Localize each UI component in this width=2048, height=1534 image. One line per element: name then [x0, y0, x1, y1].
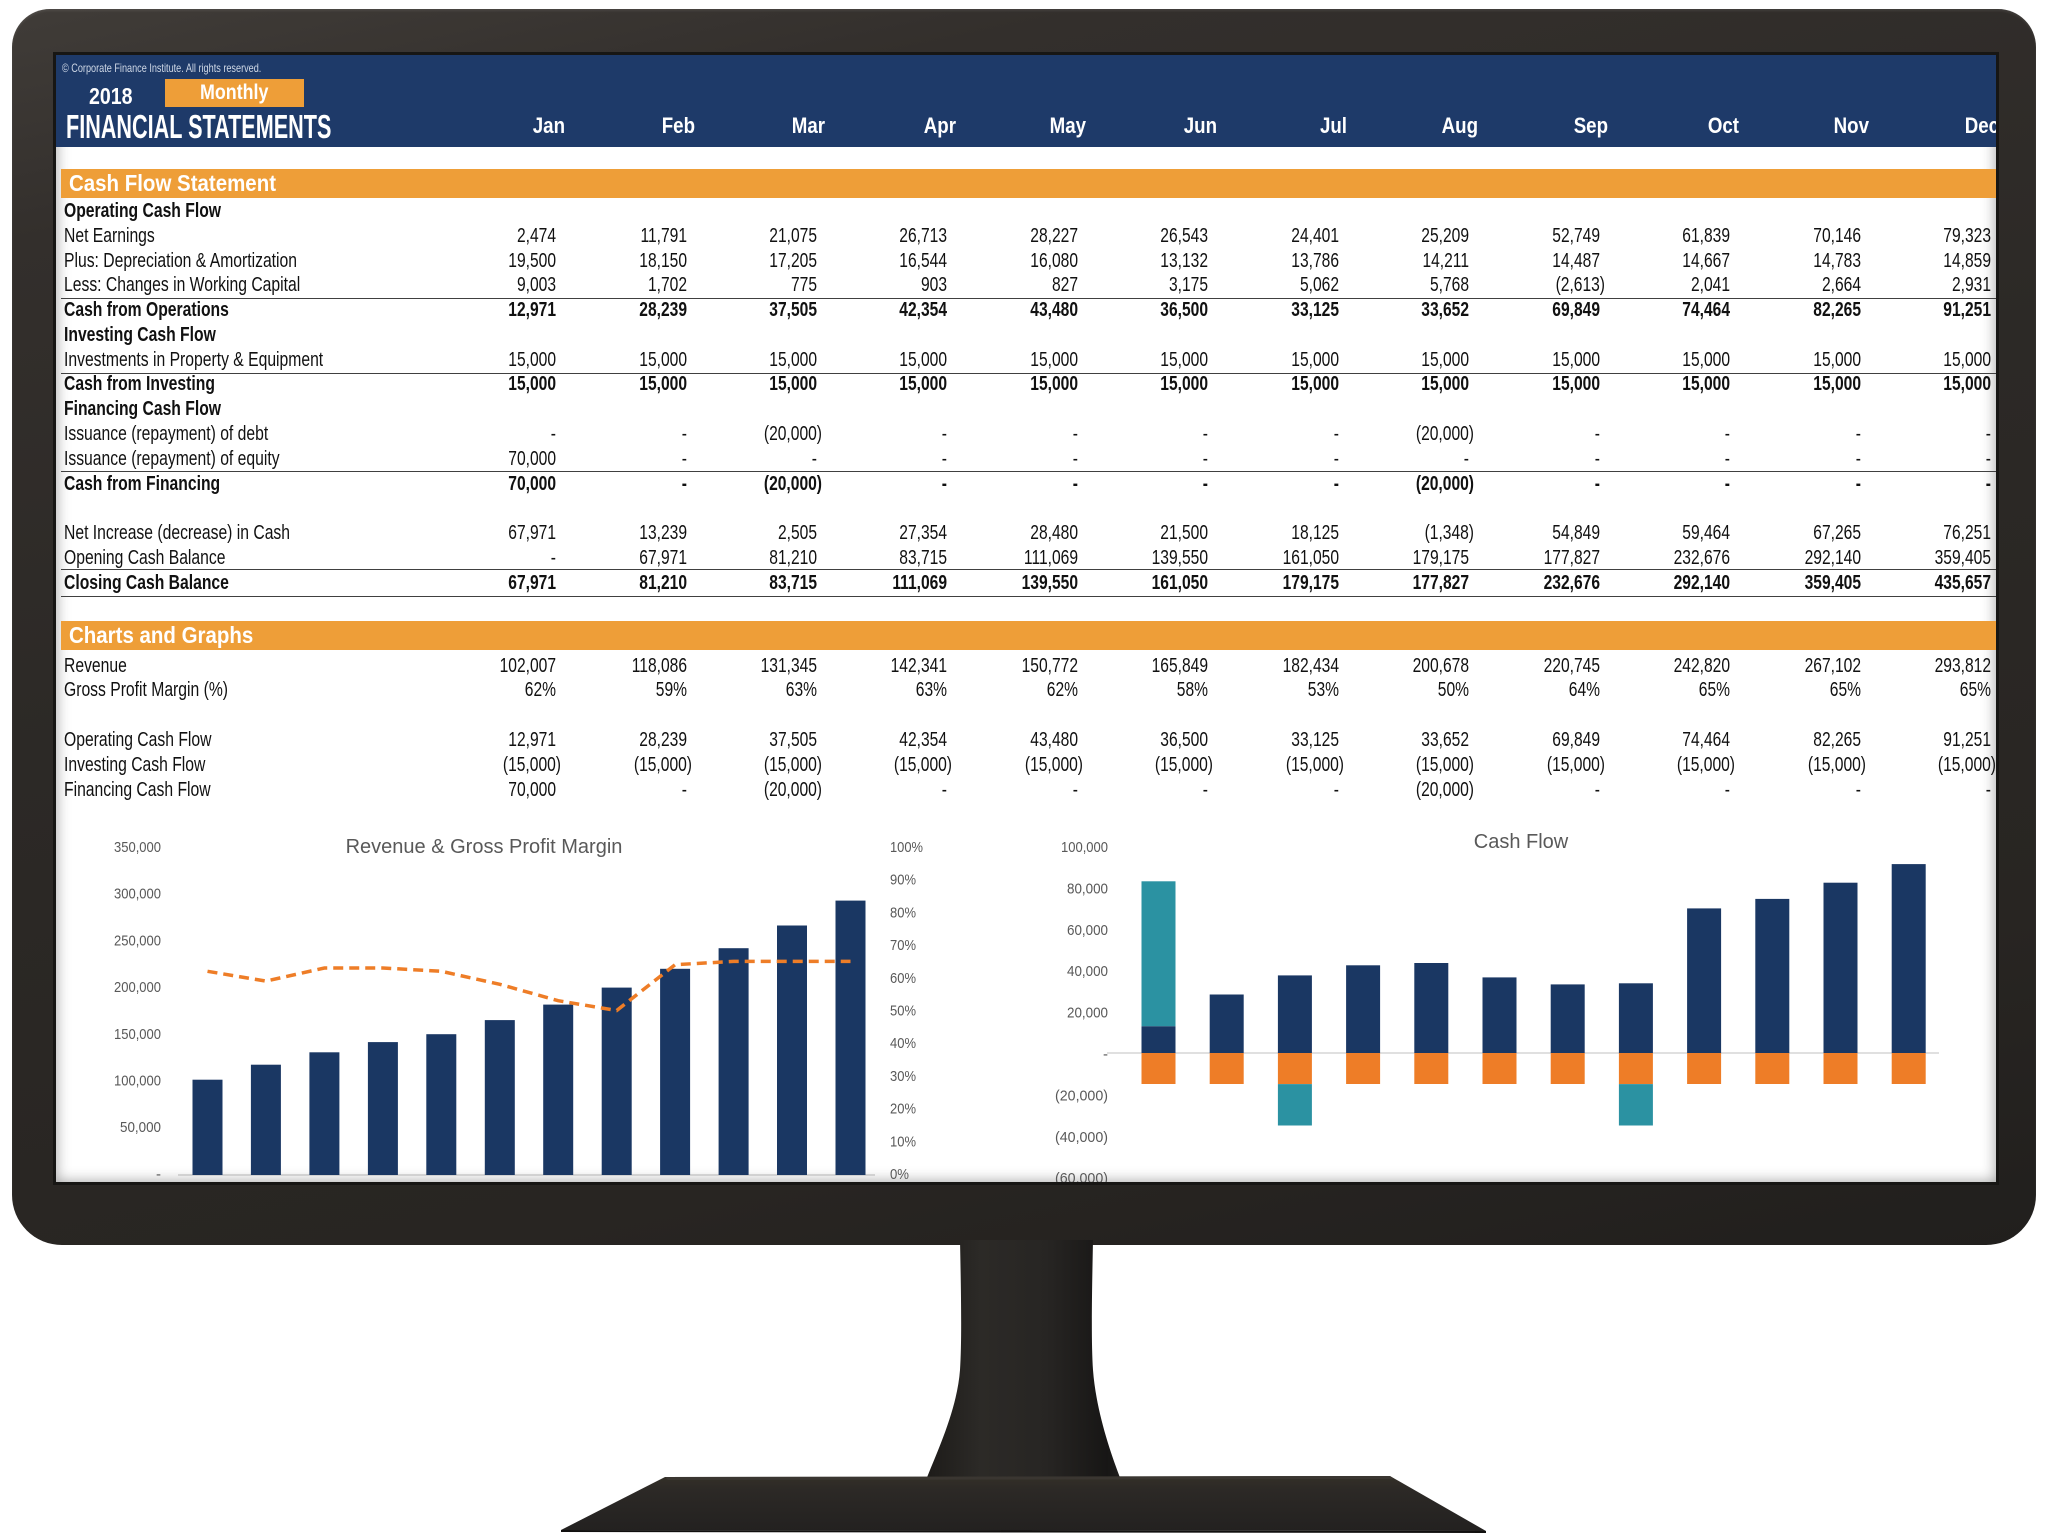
svg-text:(20,000): (20,000) [1055, 1087, 1108, 1104]
svg-text:100,000: 100,000 [1061, 839, 1108, 856]
svg-text:100%: 100% [890, 839, 923, 856]
svg-text:80,000: 80,000 [1067, 880, 1108, 897]
svg-text:60,000: 60,000 [1067, 922, 1108, 939]
svg-text:300,000: 300,000 [114, 886, 161, 903]
svg-text:40,000: 40,000 [1067, 963, 1108, 980]
svg-text:-: - [1103, 1046, 1108, 1063]
svg-text:(40,000): (40,000) [1055, 1129, 1108, 1146]
svg-text:-: - [156, 1166, 161, 1182]
svg-text:10%: 10% [890, 1133, 916, 1150]
svg-text:70%: 70% [890, 937, 916, 954]
svg-text:Cash Flow: Cash Flow [1474, 831, 1569, 853]
svg-text:20,000: 20,000 [1067, 1005, 1108, 1022]
svg-text:250,000: 250,000 [114, 932, 161, 949]
svg-text:90%: 90% [890, 872, 916, 889]
svg-text:150,000: 150,000 [114, 1026, 161, 1043]
svg-text:350,000: 350,000 [114, 839, 161, 856]
svg-text:30%: 30% [890, 1068, 916, 1085]
svg-text:100,000: 100,000 [114, 1073, 161, 1090]
svg-text:(60,000): (60,000) [1055, 1170, 1108, 1182]
svg-text:60%: 60% [890, 970, 916, 987]
svg-text:40%: 40% [890, 1035, 916, 1052]
svg-text:Revenue & Gross Profit Margin: Revenue & Gross Profit Margin [346, 836, 623, 858]
svg-text:200,000: 200,000 [114, 979, 161, 996]
svg-text:50,000: 50,000 [120, 1119, 161, 1136]
svg-text:20%: 20% [890, 1101, 916, 1118]
svg-text:50%: 50% [890, 1003, 916, 1020]
svg-text:80%: 80% [890, 904, 916, 921]
svg-text:0%: 0% [890, 1166, 909, 1182]
